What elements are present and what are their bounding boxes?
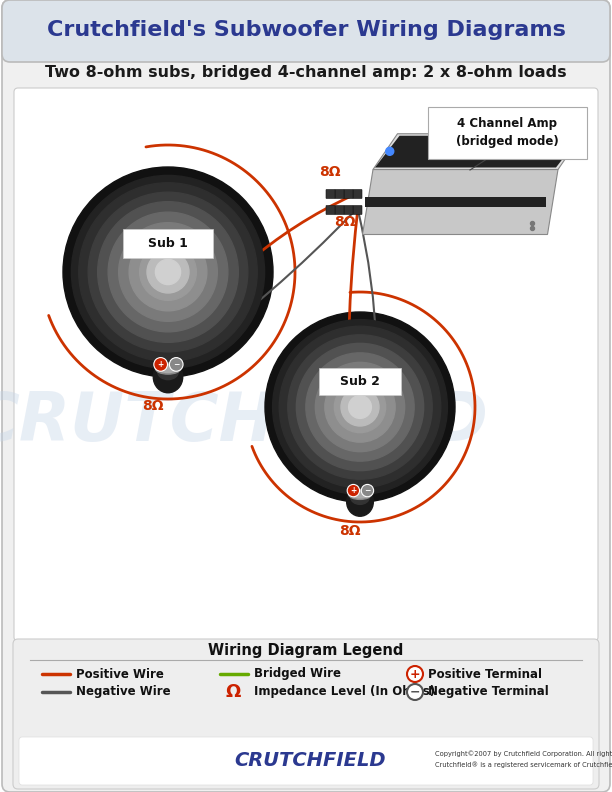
Circle shape [98, 202, 238, 342]
Circle shape [361, 485, 373, 497]
Text: Ω: Ω [225, 683, 241, 701]
Circle shape [288, 335, 432, 479]
Ellipse shape [158, 364, 178, 379]
Circle shape [534, 154, 539, 159]
Circle shape [534, 147, 539, 152]
Text: 8Ω: 8Ω [334, 215, 356, 229]
Circle shape [527, 140, 532, 145]
Text: Sub 2: Sub 2 [340, 375, 380, 388]
Circle shape [140, 244, 196, 300]
Circle shape [72, 175, 264, 368]
Ellipse shape [155, 363, 181, 374]
Text: +: + [157, 360, 164, 369]
Circle shape [155, 260, 181, 284]
FancyBboxPatch shape [123, 229, 213, 258]
Circle shape [520, 154, 524, 159]
FancyBboxPatch shape [353, 205, 362, 215]
Circle shape [407, 666, 423, 682]
Text: Wiring Diagram Legend: Wiring Diagram Legend [208, 642, 404, 657]
FancyBboxPatch shape [326, 189, 335, 199]
Text: −: − [364, 486, 371, 495]
Circle shape [88, 192, 248, 352]
Circle shape [296, 344, 424, 470]
Circle shape [531, 222, 534, 226]
Circle shape [527, 147, 532, 152]
Circle shape [279, 326, 441, 488]
Circle shape [334, 382, 386, 432]
FancyBboxPatch shape [344, 205, 353, 215]
Text: −: − [410, 686, 420, 699]
Circle shape [108, 212, 228, 332]
Circle shape [63, 167, 273, 377]
Circle shape [386, 147, 394, 155]
Ellipse shape [351, 490, 369, 505]
Circle shape [534, 140, 539, 145]
FancyBboxPatch shape [326, 205, 335, 215]
FancyBboxPatch shape [428, 107, 587, 159]
FancyBboxPatch shape [344, 189, 353, 199]
Text: −: − [173, 360, 179, 369]
Text: Sub 1: Sub 1 [148, 237, 188, 250]
FancyBboxPatch shape [14, 88, 598, 641]
FancyBboxPatch shape [365, 197, 545, 207]
Polygon shape [362, 169, 558, 234]
Text: Positive Terminal: Positive Terminal [428, 668, 542, 680]
Ellipse shape [349, 489, 371, 500]
Text: Crutchfield® is a registered servicemark of Crutchfield Corporation.: Crutchfield® is a registered servicemark… [435, 762, 612, 768]
FancyBboxPatch shape [335, 205, 344, 215]
Circle shape [154, 357, 168, 371]
Circle shape [129, 233, 207, 310]
FancyBboxPatch shape [353, 189, 362, 199]
Text: +: + [350, 486, 356, 495]
Circle shape [315, 363, 405, 451]
Text: Negative Terminal: Negative Terminal [428, 686, 549, 699]
Circle shape [407, 684, 423, 700]
Circle shape [272, 320, 447, 494]
Text: +: + [409, 668, 420, 680]
Polygon shape [373, 134, 583, 169]
Ellipse shape [159, 364, 177, 372]
Circle shape [79, 183, 257, 361]
Circle shape [119, 223, 217, 322]
Text: Two 8-ohm subs, bridged 4-channel amp: 2 x 8-ohm loads: Two 8-ohm subs, bridged 4-channel amp: 2… [45, 64, 567, 79]
Text: CRUTCHFIELD: CRUTCHFIELD [234, 751, 386, 770]
Text: 8Ω: 8Ω [142, 399, 164, 413]
Text: 8Ω: 8Ω [319, 165, 341, 179]
Polygon shape [375, 135, 581, 167]
Circle shape [347, 485, 359, 497]
FancyBboxPatch shape [2, 0, 610, 62]
FancyBboxPatch shape [19, 737, 593, 785]
Circle shape [341, 388, 379, 426]
FancyBboxPatch shape [319, 368, 401, 394]
FancyBboxPatch shape [335, 189, 344, 199]
Circle shape [531, 227, 534, 230]
Ellipse shape [347, 488, 373, 516]
Text: CRUTCHFIELD: CRUTCHFIELD [0, 389, 489, 455]
Text: 4 Channel Amp
(bridged mode): 4 Channel Amp (bridged mode) [455, 117, 558, 148]
Circle shape [325, 372, 395, 442]
Text: Negative Wire: Negative Wire [76, 686, 171, 699]
Circle shape [147, 251, 189, 293]
Circle shape [520, 147, 524, 152]
Circle shape [306, 353, 414, 461]
Text: Bridged Wire: Bridged Wire [254, 668, 341, 680]
FancyBboxPatch shape [13, 639, 599, 789]
Ellipse shape [153, 361, 183, 393]
Circle shape [265, 312, 455, 502]
Ellipse shape [351, 491, 368, 498]
Circle shape [170, 357, 183, 371]
Text: Copyright©2007 by Crutchfield Corporation. All rights reserved.: Copyright©2007 by Crutchfield Corporatio… [435, 751, 612, 757]
Text: Positive Wire: Positive Wire [76, 668, 164, 680]
Circle shape [349, 395, 371, 418]
Circle shape [520, 140, 524, 145]
Text: Impedance Level (In Ohms): Impedance Level (In Ohms) [254, 686, 435, 699]
Circle shape [527, 154, 532, 159]
Text: 8Ω: 8Ω [339, 524, 360, 538]
Text: Crutchfield's Subwoofer Wiring Diagrams: Crutchfield's Subwoofer Wiring Diagrams [47, 20, 565, 40]
